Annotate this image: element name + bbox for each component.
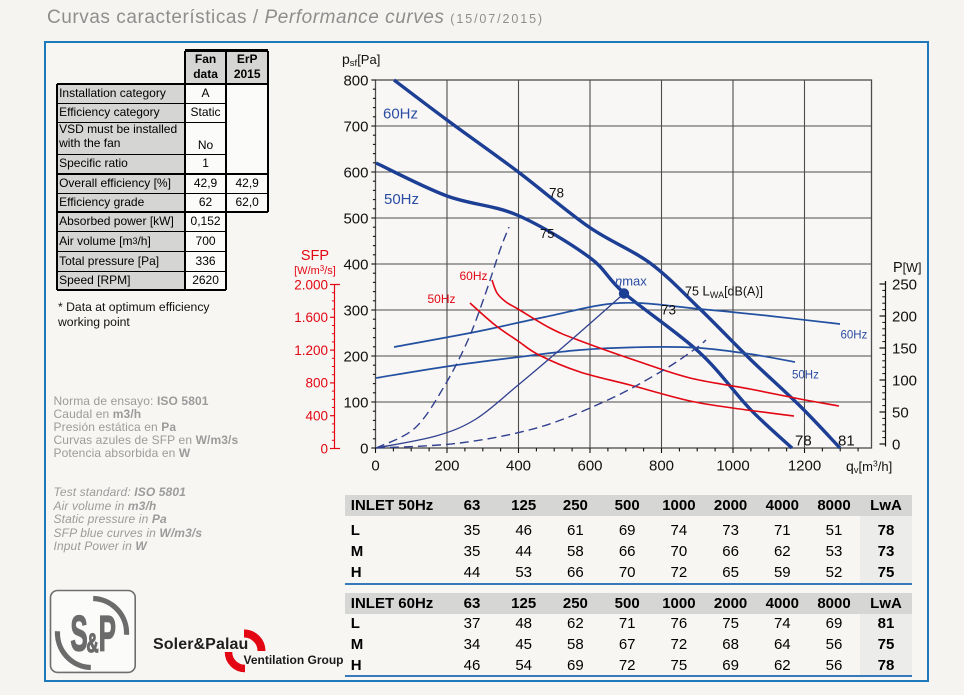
svg-text:200: 200 <box>343 348 368 365</box>
svg-text:73: 73 <box>661 303 676 318</box>
svg-text:78: 78 <box>549 186 564 201</box>
svg-text:400: 400 <box>305 409 328 424</box>
svg-text:60Hz: 60Hz <box>383 106 418 123</box>
svg-text:100: 100 <box>892 372 917 389</box>
svg-text:100: 100 <box>343 394 368 411</box>
svg-text:200: 200 <box>434 458 459 475</box>
svg-text:0: 0 <box>371 458 379 475</box>
svg-text:500: 500 <box>343 210 368 227</box>
svg-text:200: 200 <box>892 308 917 325</box>
svg-text:50Hz: 50Hz <box>384 191 419 208</box>
svg-text:SFP: SFP <box>301 248 329 264</box>
svg-text:P[W]: P[W] <box>893 260 921 276</box>
svg-text:800: 800 <box>305 376 328 391</box>
svg-text:0: 0 <box>892 436 900 453</box>
svg-text:400: 400 <box>343 256 368 273</box>
svg-text:1.200: 1.200 <box>294 343 328 358</box>
svg-text:800: 800 <box>343 72 368 89</box>
svg-text:1000: 1000 <box>716 458 749 475</box>
svg-text:800: 800 <box>649 458 674 475</box>
svg-text:50Hz: 50Hz <box>792 370 819 382</box>
svg-text:1.600: 1.600 <box>294 310 328 325</box>
svg-text:700: 700 <box>343 118 368 135</box>
svg-text:600: 600 <box>343 164 368 181</box>
svg-text:0: 0 <box>320 441 328 456</box>
svg-text:50Hz: 50Hz <box>428 292 456 306</box>
svg-text:ηmax: ηmax <box>615 274 647 289</box>
svg-text:[W/m3/s]: [W/m3/s] <box>294 264 336 277</box>
svg-text:300: 300 <box>343 302 368 319</box>
svg-text:&: & <box>86 628 98 658</box>
svg-text:1200: 1200 <box>788 458 821 475</box>
svg-text:75: 75 <box>540 226 554 241</box>
svg-text:150: 150 <box>892 340 917 357</box>
svg-text:81: 81 <box>838 433 855 450</box>
svg-text:50: 50 <box>892 404 909 421</box>
svg-text:60Hz: 60Hz <box>460 269 488 283</box>
svg-text:75 LWA[dB(A)]: 75 LWA[dB(A)] <box>685 284 763 301</box>
svg-text:0: 0 <box>360 440 368 457</box>
svg-text:250: 250 <box>892 276 917 293</box>
svg-text:60Hz: 60Hz <box>841 330 868 342</box>
svg-text:2.000: 2.000 <box>294 277 328 292</box>
svg-text:600: 600 <box>577 458 602 475</box>
svg-text:400: 400 <box>506 458 531 475</box>
svg-text:P: P <box>99 607 116 662</box>
svg-text:S: S <box>70 607 87 662</box>
svg-text:78: 78 <box>795 433 812 450</box>
